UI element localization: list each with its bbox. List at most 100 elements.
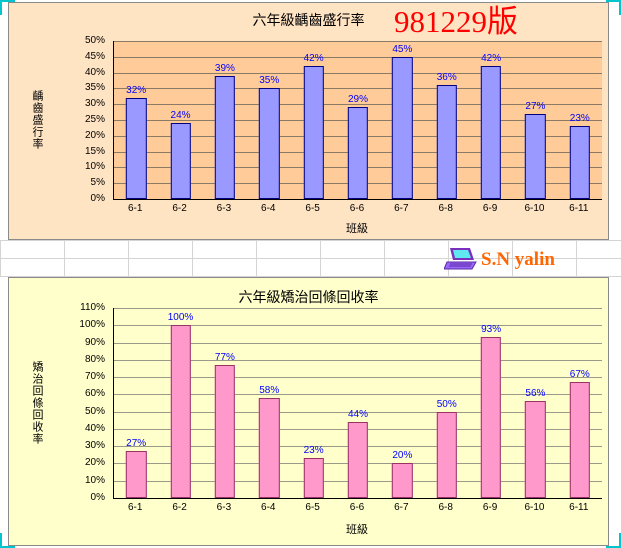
category-slot: 32% <box>114 41 158 199</box>
bar-6-3 <box>214 75 236 199</box>
gridline <box>114 377 602 379</box>
bar-6-8 <box>436 411 457 498</box>
data-label: 77% <box>214 352 235 363</box>
x-tick-label: 6-8 <box>438 203 453 214</box>
y-tick-label: 25% <box>84 114 105 125</box>
x-tick-label: 6-11 <box>569 502 589 513</box>
gridline <box>114 104 602 106</box>
data-label: 45% <box>392 43 413 55</box>
bar-6-2 <box>170 325 191 498</box>
category-slot: 77% <box>203 308 247 498</box>
x-tick-label: 6-1 <box>127 502 143 513</box>
category-slot: 39% <box>203 41 247 199</box>
data-label: 27% <box>126 438 147 450</box>
data-label: 24% <box>170 110 191 122</box>
data-label: 58% <box>259 384 280 396</box>
plot-area: 27% 100% 77% 58% 23% 44% 20% 50% 93% 56% 67% <box>113 308 602 499</box>
chart-title: 六年級齲齒盛行率 <box>252 12 365 28</box>
x-tick-label: 6-5 <box>305 203 320 214</box>
x-tick-label: 6-5 <box>305 502 320 513</box>
version-label: 981229版 <box>394 4 518 39</box>
gridline <box>114 56 602 58</box>
return-slip-rate-chart[interactable]: 六年級矯治回條回收率 矯治回條回收率 0% 10% 20% 30% 40% 50% 60% 7… <box>8 277 609 546</box>
y-tick-label: 10% <box>84 161 105 173</box>
bar-6-6 <box>347 107 369 199</box>
y-tick-label: 20% <box>84 457 105 469</box>
y-tick-label: 90% <box>84 336 105 348</box>
bar-6-11 <box>569 126 590 199</box>
category-slot: 23% <box>291 308 335 498</box>
gridline <box>114 88 602 90</box>
y-tick-label: 110% <box>80 302 105 313</box>
gridline <box>114 41 602 42</box>
y-tick-label: 40% <box>84 66 105 78</box>
x-tick-label: 6-11 <box>569 203 589 214</box>
bar-6-11 <box>569 382 590 498</box>
logo: S.N yalin <box>444 247 555 273</box>
data-label: 42% <box>303 53 324 65</box>
x-tick-label: 6-10 <box>524 502 545 513</box>
category-slot: 58% <box>247 308 291 498</box>
category-slot: 56% <box>513 308 557 498</box>
category-slot: 93% <box>469 308 513 498</box>
data-label: 35% <box>259 75 280 87</box>
gridline <box>114 342 602 344</box>
y-tick-label: 0% <box>90 193 105 204</box>
x-axis-ticks: 6-1 6-2 6-3 6-4 6-5 6-6 6-7 6-8 6-9 6-10 6-11 <box>113 502 601 516</box>
category-slot: 67% <box>558 308 602 498</box>
bar-6-4 <box>259 397 280 498</box>
data-label: 100% <box>167 312 194 324</box>
x-tick-label: 6-4 <box>261 502 276 513</box>
x-axis-title: 班級 <box>346 524 368 536</box>
y-axis-title: 矯治回條回收率 <box>31 361 43 445</box>
gridline <box>114 359 602 361</box>
caries-prevalence-chart[interactable]: 六年級齲齒盛行率 齲齒盛行率 0% 5% 10% 15% 20% 25% 30% 35% 40%… <box>8 2 609 240</box>
data-label: 44% <box>347 409 368 420</box>
selection-corner-top-right <box>606 0 621 15</box>
bar-6-5 <box>303 66 324 199</box>
y-axis-ticks: 0% 10% 20% 30% 40% 50% 60% 70% 80% 90% 100% 110% <box>9 302 109 503</box>
y-tick-label: 70% <box>84 371 105 383</box>
bar-6-1 <box>125 451 147 498</box>
category-slot: 23% <box>558 41 602 199</box>
y-tick-label: 100% <box>79 319 105 331</box>
x-axis-ticks: 6-1 6-2 6-3 6-4 6-5 6-6 6-7 6-8 6-9 6-10 6-11 <box>113 203 601 217</box>
y-tick-label: 45% <box>84 50 105 62</box>
bar-6-1 <box>125 97 147 199</box>
bar-6-7 <box>392 463 413 498</box>
data-label: 27% <box>525 100 546 112</box>
x-tick-label: 6-3 <box>216 203 232 214</box>
y-tick-label: 0% <box>90 492 105 503</box>
bar-6-2 <box>170 123 191 199</box>
bar-6-9 <box>480 66 502 199</box>
plot-area: 32% 24% 39% 35% 42% 29% 45% 36% 42% 27% 23% <box>113 41 602 200</box>
x-tick-label: 6-8 <box>438 502 453 513</box>
bar-6-7 <box>392 56 413 199</box>
x-tick-label: 6-7 <box>394 203 409 214</box>
bar-6-10 <box>525 113 546 199</box>
data-label: 32% <box>126 84 147 96</box>
category-slot: 29% <box>336 41 380 199</box>
category-slot: 45% <box>380 41 424 199</box>
gridline <box>114 325 602 327</box>
gridline <box>114 308 602 309</box>
data-label: 42% <box>481 53 502 65</box>
category-slot: 42% <box>469 41 513 199</box>
category-slot: 100% <box>158 308 202 498</box>
spreadsheet-grid <box>0 240 621 277</box>
x-tick-label: 6-9 <box>482 203 498 214</box>
y-axis-title: 齲齒盛行率 <box>31 90 43 150</box>
data-label: 93% <box>481 324 502 336</box>
data-label: 29% <box>347 94 368 106</box>
x-tick-label: 6-10 <box>524 203 545 214</box>
x-tick-label: 6-9 <box>482 502 498 513</box>
y-tick-label: 60% <box>84 388 105 400</box>
x-tick-label: 6-2 <box>172 203 187 214</box>
y-tick-label: 10% <box>84 474 105 486</box>
category-slot: 36% <box>425 41 469 199</box>
y-tick-label: 80% <box>84 353 105 365</box>
gridline <box>114 72 602 74</box>
y-tick-label: 35% <box>84 82 105 94</box>
y-tick-label: 20% <box>84 129 105 141</box>
y-tick-label: 40% <box>84 422 105 434</box>
